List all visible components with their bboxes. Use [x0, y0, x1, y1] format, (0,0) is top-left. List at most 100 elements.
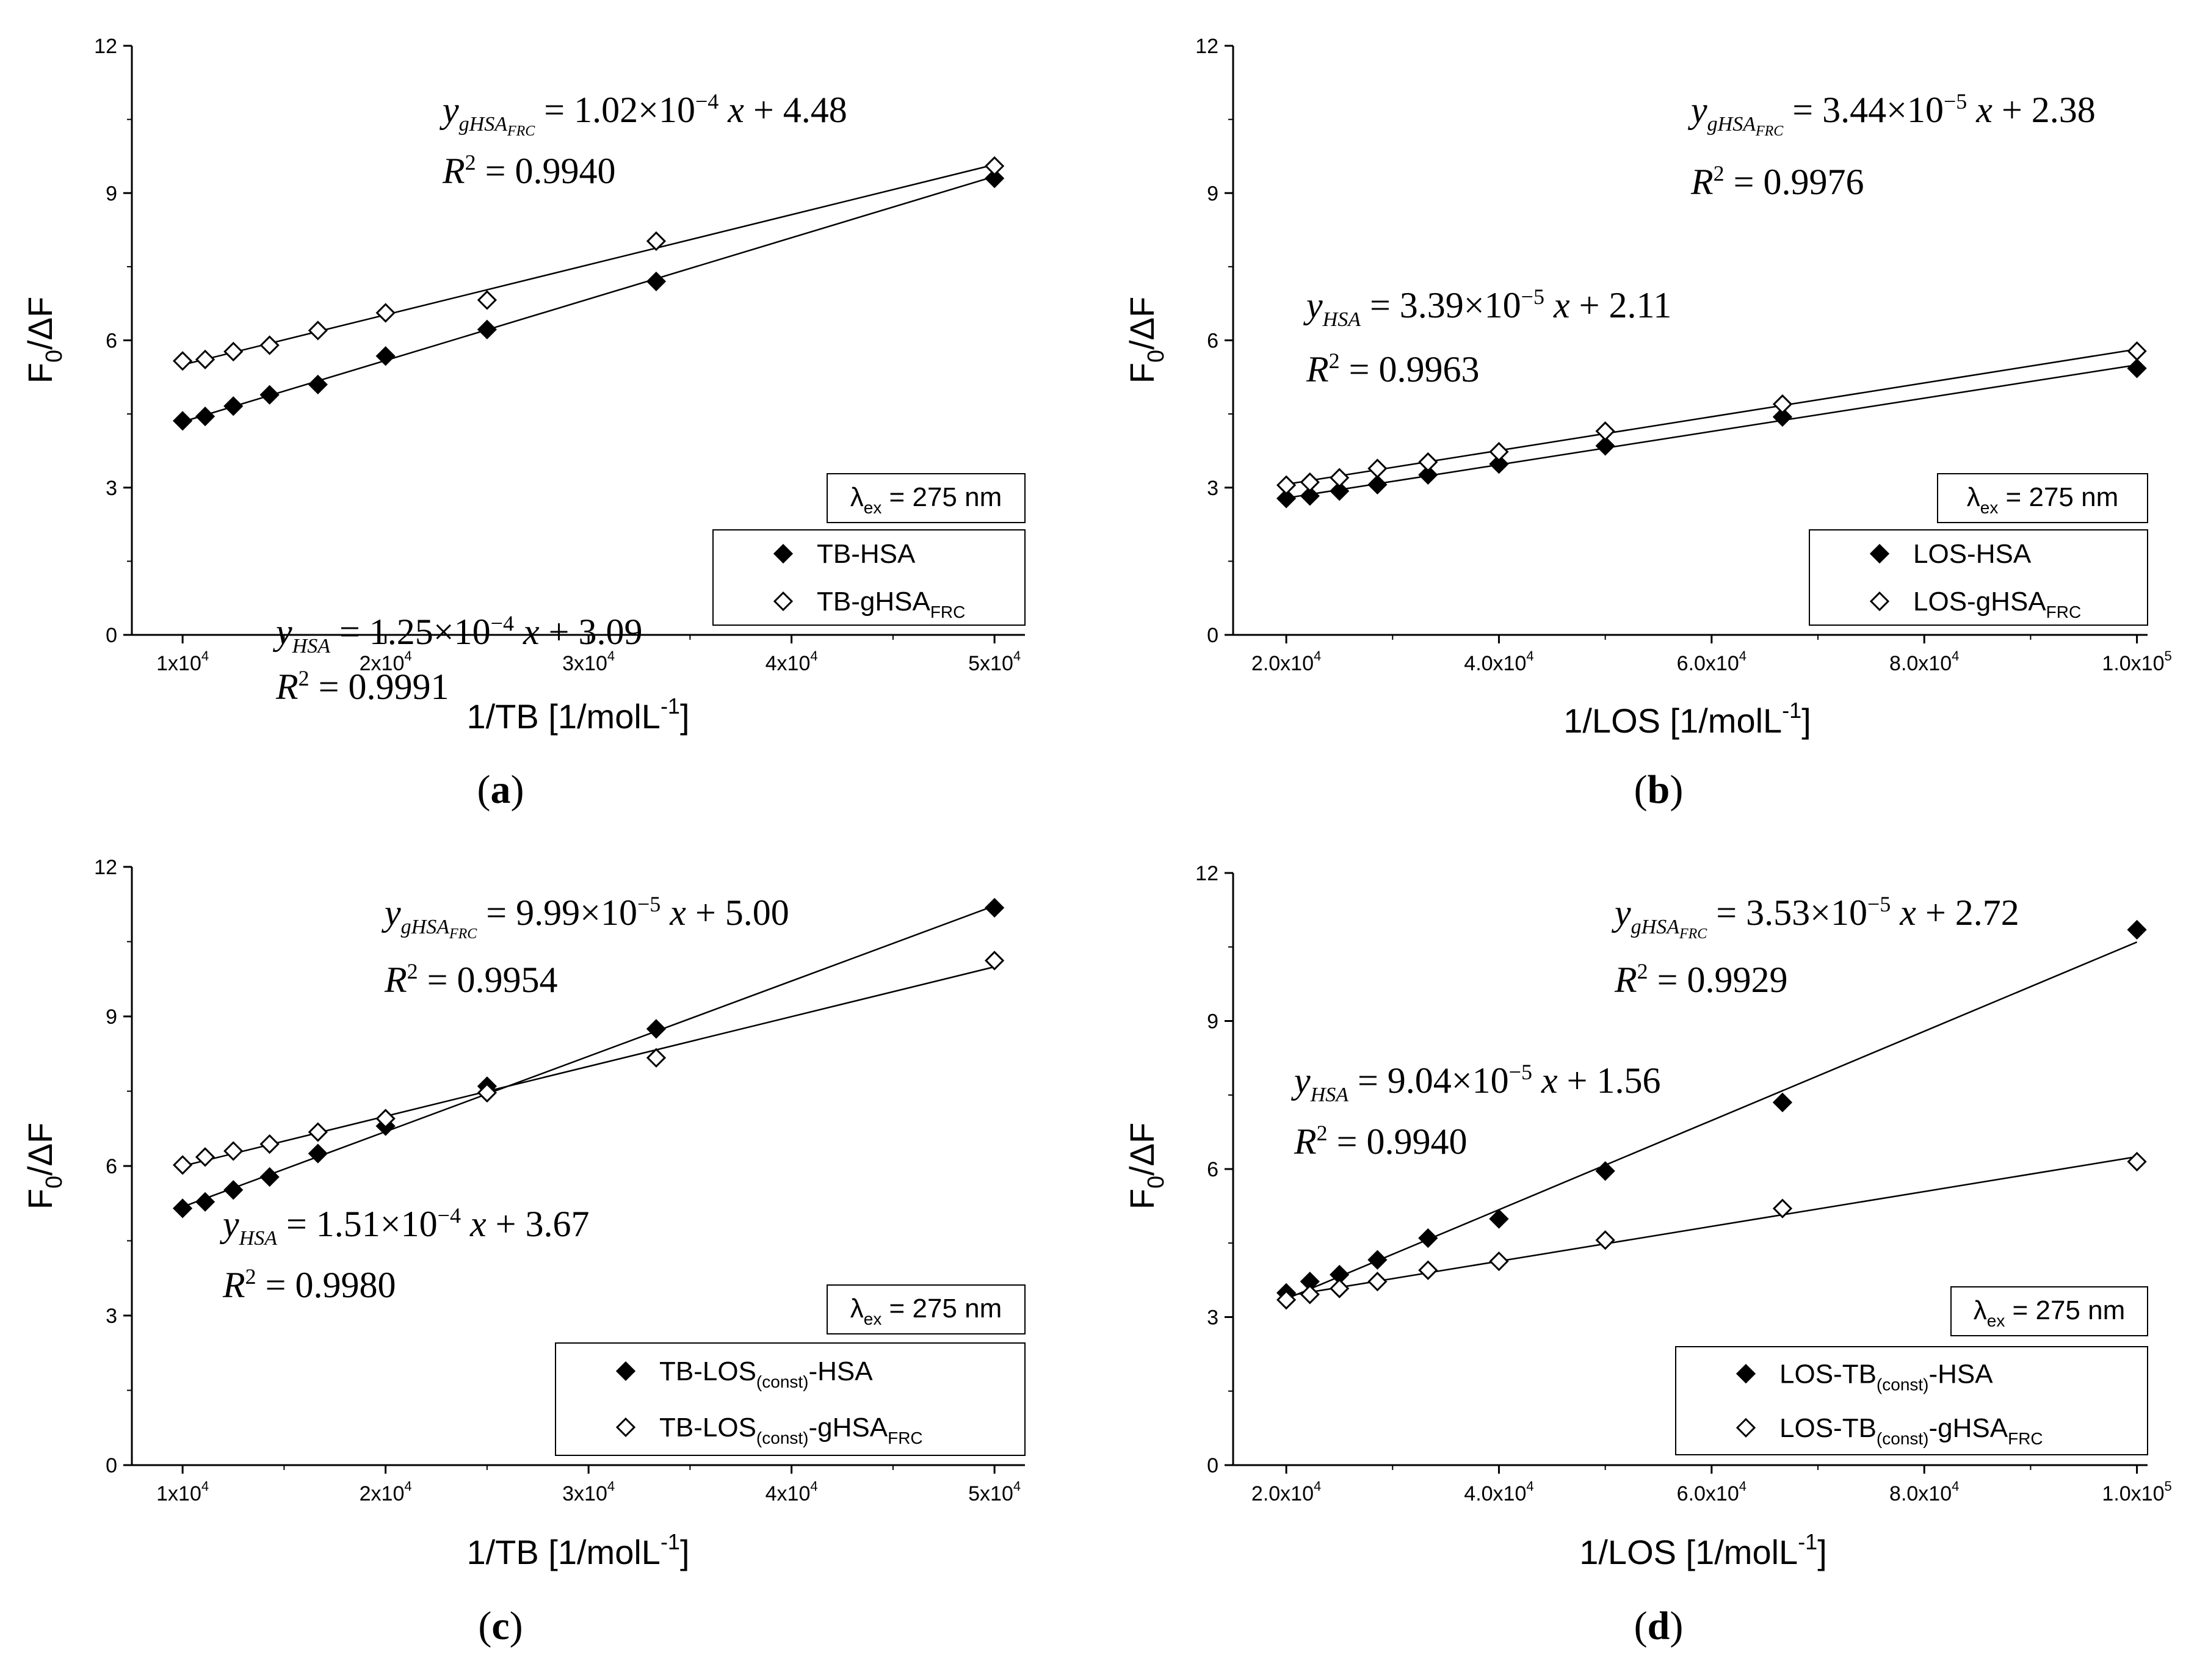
x-axis-label-end: ] [680, 697, 690, 736]
series-hsa [173, 897, 1005, 1218]
x-tick-mantissa: 8.0x10 [1889, 652, 1952, 675]
x-tick-mantissa: 4x10 [766, 652, 811, 675]
data-point [2127, 341, 2147, 361]
x-tick-mantissa: 4.0x10 [1464, 1482, 1526, 1505]
eq-y: y [1611, 892, 1631, 933]
data-point [1367, 474, 1388, 495]
legend-entry: LOS-TB(const)-gHSAFRC [1779, 1413, 2043, 1448]
x-tick-label: 1x104 [156, 648, 209, 675]
lambda-symbol: λ [1967, 482, 1980, 512]
eq-coef: = 1.25×10 [330, 612, 491, 652]
eq-coef: = 3.44×10 [1783, 90, 1944, 130]
eq-y-sub: HSA [239, 1227, 278, 1250]
y-tick-label: 0 [106, 624, 117, 647]
y-axis-label-end: /ΔF [21, 297, 59, 350]
lambda-value: = 275 nm [881, 1294, 1002, 1323]
y-tick-label: 12 [1195, 35, 1218, 58]
data-point [223, 341, 244, 362]
series-ghsa [173, 950, 1005, 1175]
x-axis-label-main: 1/TB [1/molL [466, 1533, 660, 1571]
x-tick-label: 1x104 [156, 1479, 209, 1505]
data-point [477, 290, 497, 310]
legend-marker [1736, 1364, 1756, 1384]
lambda-value: = 275 nm [2005, 1295, 2125, 1325]
legend-entry: LOS-HSA [1913, 539, 2032, 569]
data-point [1367, 458, 1388, 479]
eq-y: y [1687, 90, 1707, 130]
r2-r: R [1614, 960, 1637, 1000]
x-axis-label-sup: -1 [661, 1529, 680, 1554]
eq-exp: −5 [1521, 284, 1544, 309]
data-point [173, 351, 193, 371]
legend-text: LOS-TB [1779, 1413, 1877, 1443]
legend-marker [773, 543, 794, 564]
data-point [1489, 454, 1509, 474]
data-point [308, 1143, 328, 1164]
x-tick-exponent: 4 [1526, 1479, 1533, 1494]
data-point [259, 335, 280, 355]
panel-label-paren: ( [477, 767, 491, 812]
lambda-symbol: λ [850, 482, 864, 512]
x-tick-exponent: 4 [607, 1479, 615, 1494]
legend-entry: LOS-gHSAFRC [1913, 587, 2081, 621]
y-tick-label: 3 [106, 1305, 117, 1328]
data-point [477, 319, 497, 339]
r-squared-ghsa: R2 = 0.9929 [1614, 959, 1788, 1000]
x-tick-mantissa: 5x10 [968, 652, 1013, 675]
eq-intercept: + 3.09 [540, 612, 643, 652]
panel-label-paren: ( [478, 1604, 491, 1648]
r2-value: = 0.9991 [309, 667, 449, 707]
data-point [375, 303, 396, 323]
y-tick-label: 6 [1207, 330, 1218, 353]
x-tick-label: 4.0x104 [1464, 648, 1533, 675]
x-tick-label: 1.0x105 [2102, 1479, 2171, 1505]
eq-y: y [381, 892, 401, 933]
lambda-sub: ex [1987, 1311, 2005, 1330]
x-axis-label: 1/TB [1/molL-1] [466, 1529, 689, 1571]
data-point [1276, 488, 1297, 509]
y-axis-label-end: /ΔF [21, 1123, 59, 1176]
y-axis-label: F0/ΔF [1123, 297, 1169, 384]
eq-y: y [1303, 285, 1323, 325]
eq-coef: = 9.04×10 [1348, 1060, 1509, 1101]
panel-label-letter: d [1648, 1604, 1670, 1648]
wavelength-label: λex = 275 nm [1974, 1295, 2125, 1330]
legend-text: TB-LOS [659, 1356, 756, 1386]
legend-text: -HSA [809, 1356, 874, 1386]
eq-coef: = 1.02×10 [535, 90, 695, 130]
legend-entry: TB-gHSAFRC [817, 587, 965, 621]
data-point [1772, 1198, 1793, 1218]
y-tick-label: 3 [1207, 1306, 1218, 1330]
panel-label-letter: a [491, 767, 511, 812]
panel-label-letter: b [1648, 767, 1670, 812]
y-tick-label: 9 [106, 182, 117, 205]
panel-label-paren: ) [510, 1604, 523, 1648]
lambda-sub: ex [864, 498, 882, 517]
legend-text: LOS-HSA [1913, 539, 2032, 569]
data-point [375, 1109, 396, 1129]
fit-equation-ghsa: ygHSAFRC = 3.53×10−5 x + 2.72 [1611, 892, 2019, 942]
eq-y-sub: HSA [1310, 1084, 1349, 1106]
y-tick-label: 3 [106, 477, 117, 500]
x-tick-label: 4x104 [766, 1479, 818, 1505]
legend-text: -gHSA [809, 1413, 888, 1443]
x-tick-exponent: 4 [1526, 648, 1533, 664]
eq-y-sub: HSA [292, 635, 331, 657]
data-point [646, 1048, 667, 1068]
data-point [1489, 1209, 1509, 1229]
legend-box [555, 1342, 1026, 1456]
legend-sub: (const) [1877, 1429, 1929, 1448]
data-point [259, 1134, 280, 1154]
x-axis-label-main: 1/TB [1/molL [466, 697, 660, 736]
panel-label-paren: ) [511, 767, 524, 812]
data-point [2127, 1151, 2147, 1171]
r2-value: = 0.9940 [476, 151, 616, 191]
eq-intercept: + 1.56 [1558, 1060, 1661, 1101]
y-axis-label-sub: 0 [42, 350, 67, 363]
legend-sub: (const) [1877, 1375, 1929, 1394]
x-tick-label: 3x104 [562, 648, 615, 675]
x-tick-mantissa: 4x10 [766, 1482, 811, 1505]
data-point [1418, 1228, 1438, 1248]
x-tick-mantissa: 1x10 [156, 652, 201, 675]
x-axis-label: 1/LOS [1/molL-1] [1563, 698, 1811, 740]
